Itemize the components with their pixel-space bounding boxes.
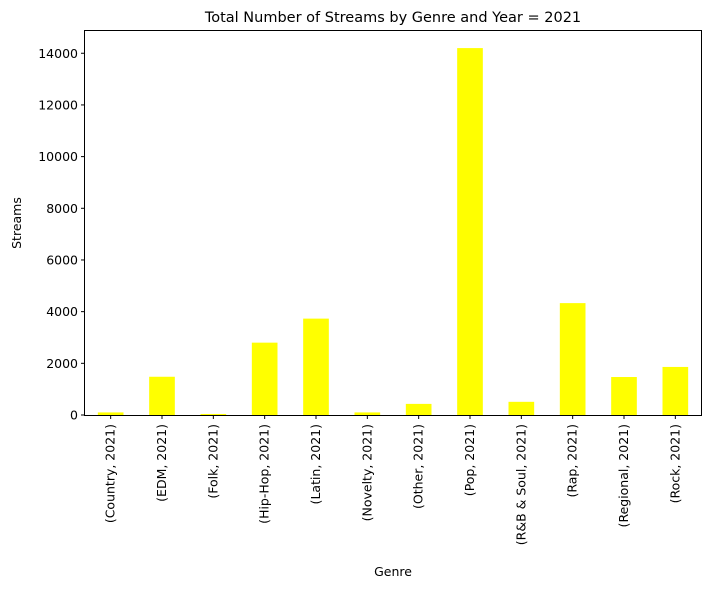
x-tick-label: (Hip-Hop, 2021)	[257, 424, 272, 524]
y-tick-label: 4000	[46, 304, 78, 319]
y-tick-label: 6000	[46, 252, 78, 267]
x-tick-label: (Country, 2021)	[103, 424, 118, 523]
y-tick-label: 8000	[46, 201, 78, 216]
x-axis-label: Genre	[374, 564, 412, 579]
x-tick-label: (Rock, 2021)	[667, 424, 682, 503]
bar	[149, 376, 175, 415]
y-tick-label: 2000	[46, 356, 78, 371]
y-tick-label: 0	[70, 408, 78, 423]
bar	[611, 377, 637, 415]
plot-frame	[84, 30, 702, 416]
y-tick-label: 10000	[38, 149, 78, 164]
x-tick-label: (Other, 2021)	[411, 424, 426, 509]
x-tick-label: (Rap, 2021)	[565, 424, 580, 498]
bar	[200, 413, 227, 415]
y-axis: 0 2000 4000 6000 8000 10000 12000 14000	[38, 46, 85, 423]
y-tick-label: 12000	[38, 97, 78, 112]
bar	[405, 403, 432, 415]
y-axis-label: Streams	[9, 197, 24, 249]
bar	[662, 366, 689, 415]
x-tick-label: (Regional, 2021)	[616, 424, 631, 527]
bar	[508, 401, 535, 415]
bar	[354, 412, 381, 415]
x-axis: (Country, 2021) (EDM, 2021) (Folk, 2021) (H…	[103, 415, 682, 545]
y-tick-label: 14000	[38, 46, 78, 61]
x-tick-label: (EDM, 2021)	[154, 424, 169, 502]
x-tick-label: (Pop, 2021)	[462, 424, 477, 496]
x-tick-label: (R&B & Soul, 2021)	[513, 424, 528, 545]
bar	[303, 318, 329, 415]
bars-group	[97, 48, 689, 415]
x-tick-label: (Folk, 2021)	[205, 424, 220, 499]
chart-title: Total Number of Streams by Genre and Yea…	[204, 10, 581, 26]
x-tick-label: (Novelty, 2021)	[359, 424, 374, 521]
bar	[251, 342, 278, 415]
bar	[97, 412, 124, 415]
x-tick-label: (Latin, 2021)	[308, 424, 323, 504]
bar	[559, 303, 586, 415]
bar	[457, 48, 483, 415]
